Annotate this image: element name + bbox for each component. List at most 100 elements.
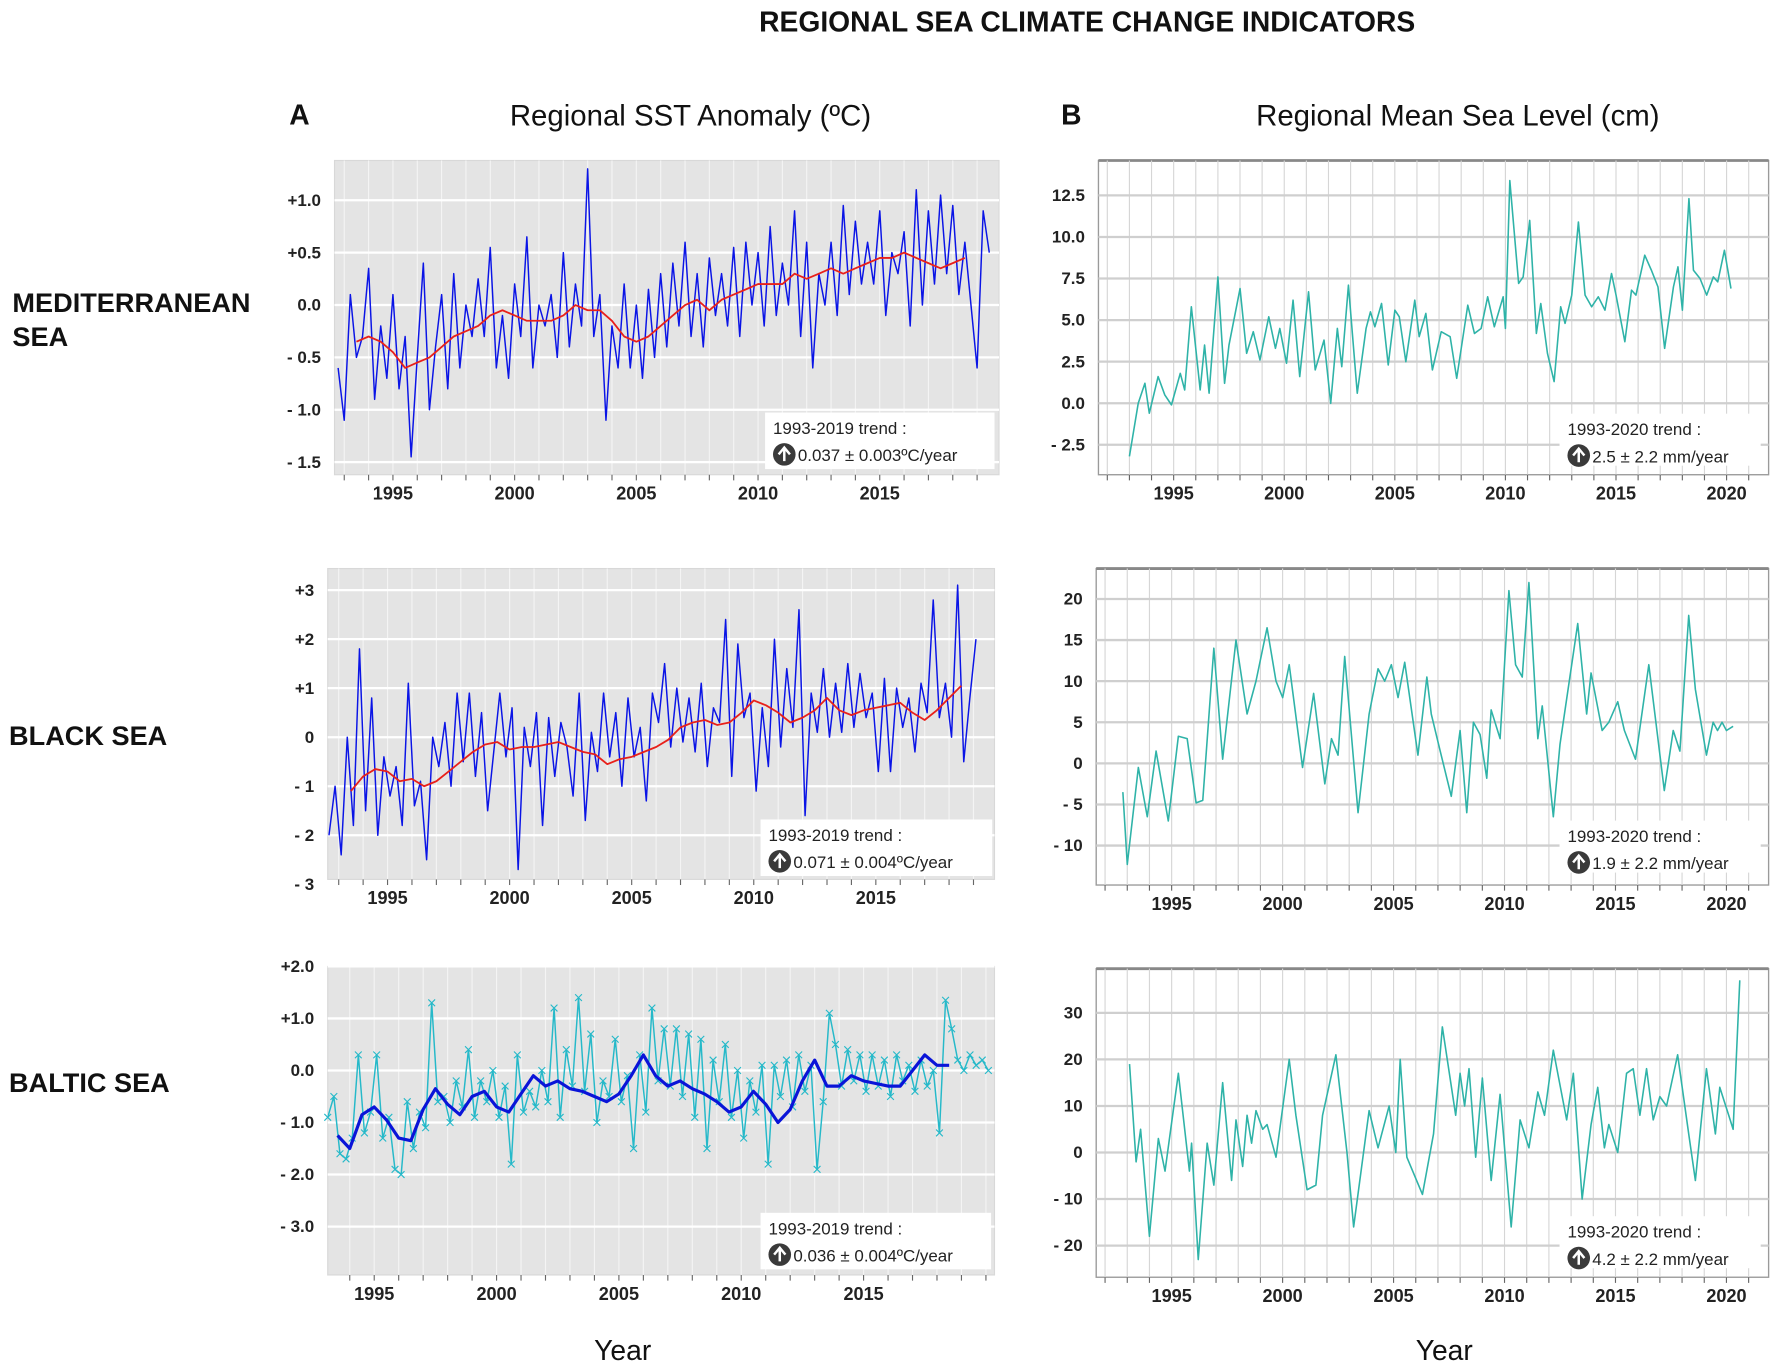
y-tick-label: - 5 [1063, 795, 1083, 814]
y-tick-label: +1 [295, 679, 314, 698]
trend-box: 1993-2020 trend : 4.2 ± 2.2 mm/year [1559, 1216, 1761, 1270]
data-marker [770, 1061, 779, 1070]
trend-box: 1993-2019 trend : 0.071 ± 0.004ºC/year [760, 819, 993, 876]
y-tick-label: +2 [295, 630, 314, 649]
data-marker [378, 1134, 387, 1142]
data-marker [525, 1087, 534, 1096]
trend-period: 1993-2020 trend : [1567, 827, 1701, 846]
x-tick-label: 2000 [490, 888, 530, 908]
column-b-title: Regional Mean Sea Level (cm) [1256, 98, 1660, 133]
data-marker [825, 1009, 834, 1018]
trend-box: 1993-2020 trend : 2.5 ± 2.2 mm/year [1559, 413, 1761, 467]
arrow-up-icon [1567, 1246, 1591, 1270]
x-tick-label: 2010 [1484, 894, 1524, 914]
y-tick-label: +1.0 [288, 191, 321, 210]
x-tick-label: 2010 [1485, 484, 1525, 504]
arrow-up-icon-glyph [777, 445, 791, 462]
chart-panel-2: 12.5 10.0 7.5 5.0 2.5 0.0 - 2.5 1995 2000 2005 201… [1051, 159, 1770, 504]
trend-period: 1993-2019 trend : [768, 826, 902, 845]
data-marker [648, 1004, 656, 1012]
y-tick-label: 10 [1064, 1097, 1083, 1116]
x-tick-label: 2005 [612, 888, 652, 908]
y-tick-label: - 2.0 [280, 1165, 314, 1184]
trend-period: 1993-2020 trend : [1567, 1223, 1701, 1242]
arrow-up-icon-glyph [1572, 1249, 1586, 1265]
y-tick-label: 0.0 [297, 296, 321, 315]
series-line-monthly-anomaly [337, 168, 991, 458]
y-tick-label: +3 [295, 581, 314, 600]
arrow-up-icon-glyph [773, 1245, 787, 1262]
x-tick-label: 1995 [373, 484, 413, 504]
chart-panel-1: +1.0 +0.5 0.0 - 0.5 - 1.0 - 1.5 1995 2000 2005 20… [287, 159, 1000, 504]
data-marker [984, 1066, 993, 1075]
row-label-line: MEDITERRANEAN [12, 288, 251, 319]
data-marker [397, 1170, 405, 1179]
data-marker [360, 1129, 369, 1137]
arrow-up-icon-glyph [1572, 446, 1586, 463]
y-tick-label: 0 [1073, 754, 1082, 773]
data-marker [427, 999, 436, 1007]
trend-value: 0.071 ± 0.004ºC/year [793, 853, 953, 872]
data-marker [550, 1004, 558, 1012]
x-tick-label: 2015 [1595, 894, 1635, 914]
data-marker [629, 1144, 638, 1153]
data-marker [758, 1061, 766, 1070]
data-marker [935, 1129, 944, 1137]
data-marker [923, 1082, 931, 1090]
trend-box-background [1559, 413, 1761, 466]
y-tick-label: 0.0 [1061, 394, 1085, 413]
data-marker [868, 1051, 876, 1059]
x-tick-label: 2020 [1706, 1286, 1746, 1306]
x-tick-label: 2015 [860, 484, 900, 504]
row-label-line: SEA [12, 322, 69, 353]
data-marker [690, 1113, 699, 1122]
data-marker [642, 1108, 650, 1116]
figure-title: REGIONAL SEA CLIMATE CHANGE INDICATORS [759, 6, 1416, 39]
y-tick-label: 0 [1073, 1143, 1082, 1162]
arrow-up-icon [1567, 444, 1591, 467]
x-tick-label: 1995 [1152, 1286, 1192, 1306]
data-marker [599, 1077, 607, 1085]
data-marker [372, 1051, 381, 1059]
column-a-title: Regional SST Anomaly (ºC) [509, 98, 872, 133]
data-marker [966, 1051, 974, 1059]
data-marker [556, 1113, 564, 1122]
data-marker [782, 1056, 791, 1064]
data-marker [843, 1045, 852, 1054]
data-marker [323, 1113, 332, 1122]
trend-value: 2.5 ± 2.2 mm/year [1592, 447, 1729, 466]
y-tick-label: 5.0 [1061, 311, 1085, 330]
x-tick-label: 2005 [616, 484, 656, 504]
trend-period: 1993-2020 trend : [1567, 420, 1701, 439]
x-tick-label: 2010 [738, 484, 778, 504]
data-marker [513, 1051, 522, 1059]
data-marker [476, 1077, 485, 1085]
y-tick-label: 10.0 [1052, 228, 1085, 247]
data-marker [544, 1097, 552, 1106]
data-marker [905, 1061, 913, 1070]
data-marker [531, 1103, 540, 1111]
series-line-mean-sea-level [1122, 581, 1734, 866]
x-tick-label: 2015 [1595, 1286, 1635, 1306]
data-marker [354, 1051, 363, 1059]
y-tick-label: - 20 [1053, 1236, 1082, 1255]
y-tick-label: 30 [1064, 1004, 1083, 1023]
y-tick-label: +2.0 [281, 957, 314, 976]
series-line-mean-sea-level [1128, 980, 1741, 1261]
y-tick-label: - 3.0 [280, 1217, 314, 1236]
row-label-black-sea: BLACK SEA [9, 721, 168, 752]
y-tick-label: 2.5 [1061, 352, 1085, 371]
data-marker [391, 1165, 399, 1174]
y-tick-label: 10 [1064, 672, 1083, 691]
y-tick-label: - 1.0 [287, 400, 321, 419]
x-tick-label: 1995 [354, 1284, 394, 1304]
x-tick-label: 2000 [495, 484, 535, 504]
chart-panel-5: +2.0 +1.0 0.0 - 1.0 - 2.0 - 3.0 1995 2000 2005 20… [280, 957, 996, 1304]
y-tick-label: - 2 [294, 826, 314, 845]
trend-value: 0.036 ± 0.004ºC/year [793, 1246, 953, 1265]
data-marker [538, 1066, 546, 1075]
data-marker [501, 1082, 509, 1090]
data-marker [489, 1066, 497, 1075]
x-tick-label: 1995 [367, 888, 407, 908]
